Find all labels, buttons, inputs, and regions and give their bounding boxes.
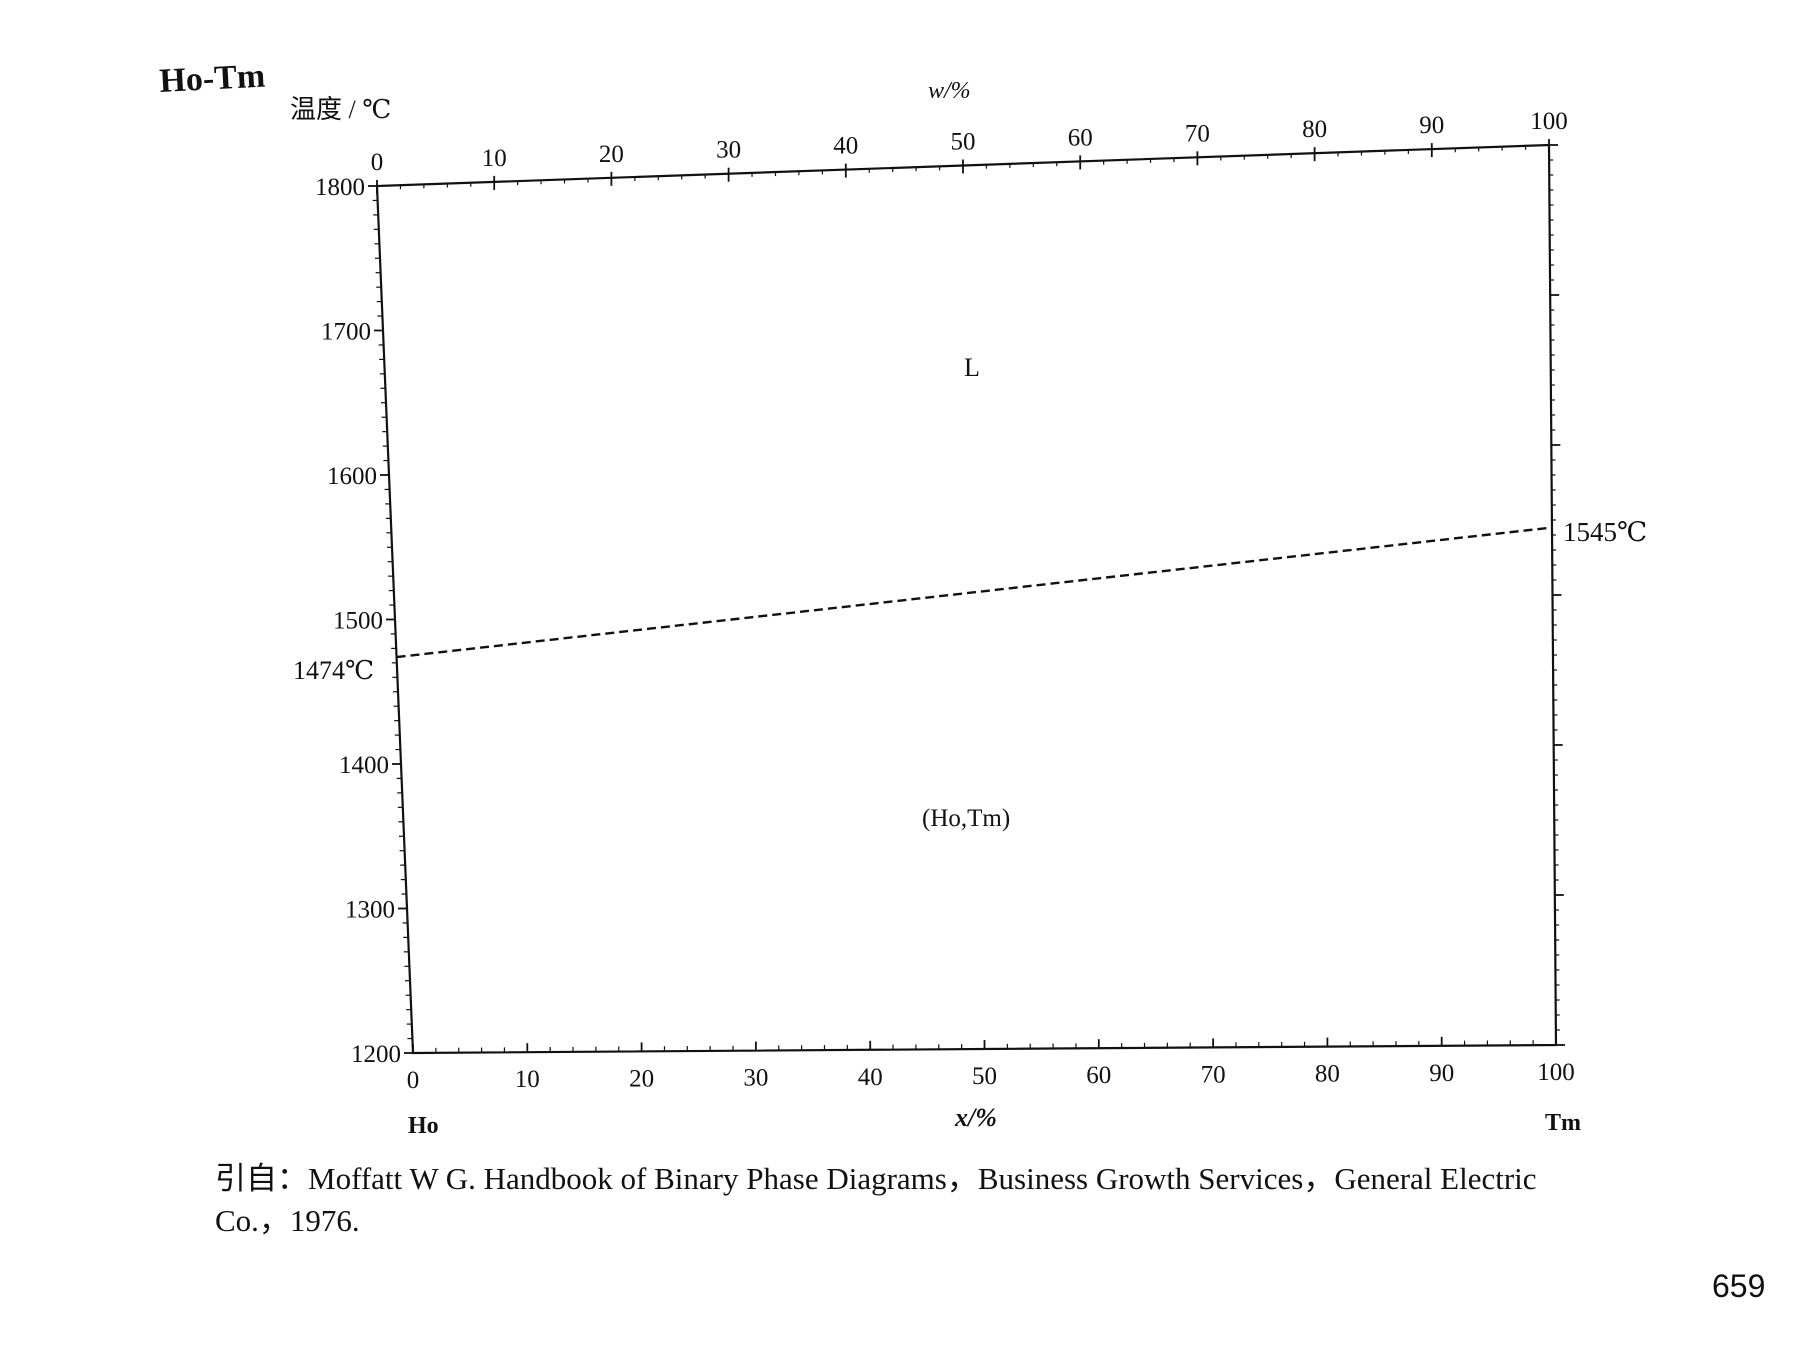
x-tick-label: 40 — [858, 1064, 883, 1091]
y-tick-label: 1300 — [345, 897, 395, 924]
x-tick-label: 20 — [629, 1065, 654, 1092]
plot-frame — [375, 143, 1558, 1055]
right-temp-annotation: 1545℃ — [1563, 517, 1647, 547]
top-tick-label: 0 — [371, 149, 384, 176]
citation-line-1: 引自：Moffatt W G. Handbook of Binary Phase… — [215, 1161, 1537, 1196]
top-tick-label: 90 — [1419, 112, 1444, 139]
y-tick-label: 1400 — [339, 752, 389, 779]
top-tick-label: 20 — [599, 141, 624, 168]
top-tick-label: 50 — [951, 129, 976, 156]
x-tick-label: 30 — [743, 1065, 768, 1092]
y-axis-label: 温度 / ℃ — [290, 95, 391, 124]
left-temp-annotation: 1474℃ — [293, 656, 374, 685]
x-tick-label: 50 — [972, 1063, 997, 1090]
x-tick-label: 0 — [407, 1067, 420, 1094]
citation: 引自：Moffatt W G. Handbook of Binary Phase… — [215, 1158, 1785, 1242]
right-element-label: Tm — [1545, 1110, 1581, 1136]
y-tick-label: 1600 — [327, 463, 377, 490]
top-tick-label: 100 — [1530, 108, 1568, 135]
y-tick-label: 1200 — [351, 1041, 401, 1068]
left-element-label: Ho — [408, 1113, 439, 1139]
page-number: 659 — [1712, 1268, 1766, 1304]
x-tick-label: 100 — [1537, 1059, 1575, 1086]
major-ticks — [368, 139, 1565, 1054]
x-tick-label: 70 — [1201, 1061, 1226, 1088]
x-tick-label: 60 — [1086, 1062, 1111, 1089]
top-tick-label: 80 — [1302, 116, 1327, 143]
series-layer — [396, 526, 1553, 659]
phase-boundary-line — [396, 526, 1553, 659]
solid-region-label: (Ho,Tm) — [922, 805, 1010, 832]
top-axis-label: w/% — [928, 78, 971, 104]
y-tick-label: 1700 — [321, 319, 371, 346]
minor-ticks — [372, 145, 1560, 1053]
top-tick-label: 70 — [1185, 120, 1210, 147]
frame-border — [375, 143, 1558, 1055]
top-tick-label: 30 — [716, 137, 741, 164]
top-tick-label: 10 — [482, 145, 507, 172]
top-tick-label: 60 — [1068, 124, 1093, 151]
top-tick-label: 40 — [833, 133, 858, 160]
y-tick-label: 1800 — [315, 174, 365, 201]
chart-title: Ho-Tm — [158, 58, 266, 100]
y-tick-label: 1500 — [333, 608, 383, 635]
liquid-region-label: L — [964, 353, 980, 382]
x-tick-label: 10 — [515, 1066, 540, 1093]
citation-line-2: Co.，1976. — [215, 1203, 360, 1238]
x-tick-label: 80 — [1315, 1061, 1340, 1088]
x-tick-label: 90 — [1429, 1060, 1454, 1087]
x-axis-label: x/% — [954, 1103, 997, 1132]
